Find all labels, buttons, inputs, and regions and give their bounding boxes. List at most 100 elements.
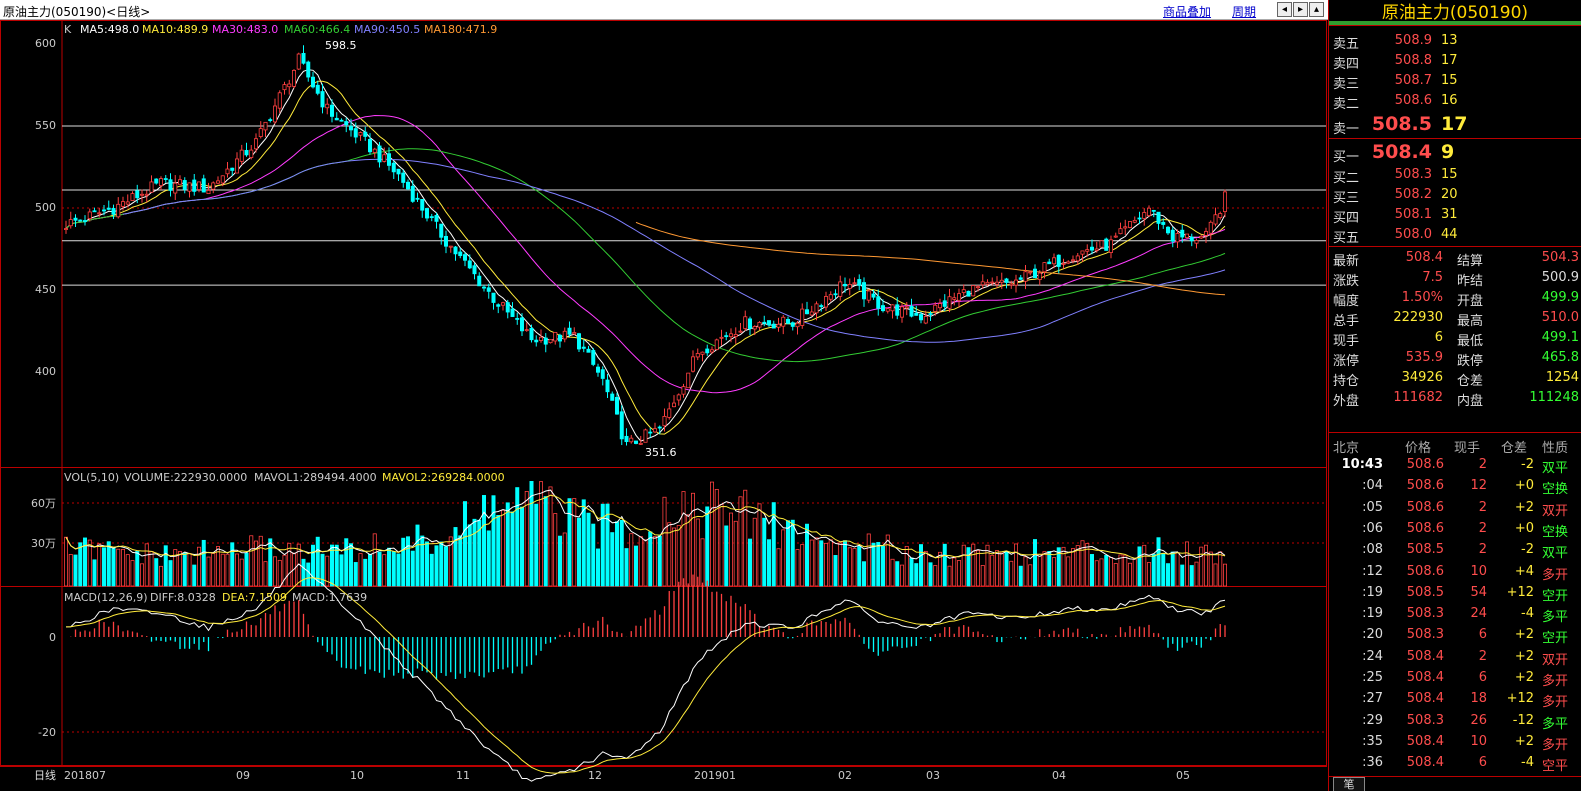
trade-diff: +2 <box>1514 648 1534 664</box>
volume-bar <box>306 562 311 587</box>
overlay-link[interactable]: 商品叠加 <box>1163 5 1212 19</box>
candle <box>158 176 163 190</box>
y-axis-ticks: 600 550 500 450 400 60万 30万 0 -20 <box>31 37 56 739</box>
nav-left-icon[interactable]: ◂ <box>1277 2 1292 17</box>
volume-bar <box>377 551 382 587</box>
volume-bar <box>239 558 244 587</box>
candle <box>201 174 206 193</box>
x-label-201901: 201901 <box>694 769 736 782</box>
candle <box>467 254 472 270</box>
candle <box>500 301 505 311</box>
bids-row: 买三 508.2 20 <box>1329 185 1581 206</box>
volume-bar <box>809 539 814 587</box>
candle <box>363 126 368 141</box>
volume-bar <box>724 525 729 587</box>
bids-row: 买四 508.1 31 <box>1329 205 1581 226</box>
kline-chart[interactable]: 600 550 500 450 400 60万 30万 0 -20 K MA5:… <box>0 20 1328 791</box>
volume-bar <box>410 550 415 587</box>
candle <box>752 325 757 336</box>
stat-key: 幅度 <box>1333 294 1360 309</box>
candle <box>667 402 672 420</box>
volume-bar <box>1080 540 1085 587</box>
volume-bar <box>434 545 439 587</box>
volume-bar <box>1075 545 1080 587</box>
asks-row: 卖一 508.5 17 <box>1329 113 1581 137</box>
volume-bar <box>862 561 867 587</box>
volume-bar <box>168 560 173 587</box>
volume-bar <box>914 563 919 587</box>
ask-book: 卖五 508.9 13 卖四 508.8 17 卖三 508.7 15 卖二 508.6 16 卖一 50… <box>1329 26 1581 139</box>
candle <box>824 291 829 311</box>
stat-key: 持仓 <box>1333 374 1360 389</box>
volume-bar <box>1142 544 1147 587</box>
volume-bar <box>1037 554 1042 587</box>
ma30-label: MA30:483.0 <box>212 23 278 36</box>
volume-bar <box>1199 546 1204 587</box>
volume-bar <box>116 548 121 587</box>
volume-bar <box>615 521 620 587</box>
candle <box>434 212 439 229</box>
candle <box>1113 232 1118 238</box>
volume-bar <box>1161 553 1166 587</box>
candle <box>486 283 491 299</box>
volume-bar <box>1047 551 1052 587</box>
trade-nature: 多平 <box>1542 610 1569 626</box>
trades-tab[interactable]: 笔 <box>1333 777 1365 791</box>
bid-book: 买一 508.4 9 买二 508.3 15 买三 508.2 20 买四 508.1 31 买五 508… <box>1329 139 1581 247</box>
volume-bar <box>1061 546 1066 587</box>
candle <box>510 302 515 317</box>
period-link[interactable]: 周期 <box>1232 5 1257 19</box>
candlesticks <box>64 45 1228 446</box>
volume-bar <box>743 489 748 587</box>
volume-bar <box>486 530 491 587</box>
trade-qty: 6 <box>1478 670 1487 685</box>
candle <box>239 144 244 165</box>
trade-time: :35 <box>1362 733 1383 749</box>
candle <box>1085 244 1090 257</box>
volume-bar <box>786 520 791 587</box>
dea-line <box>65 577 1226 774</box>
candle <box>1109 235 1114 259</box>
candle <box>154 178 159 185</box>
volume-bar <box>496 515 501 587</box>
candle <box>605 374 610 399</box>
volume-bar <box>192 564 197 587</box>
candle <box>168 173 173 197</box>
volume-bar <box>767 539 772 587</box>
trade-qty: 2 <box>1478 457 1487 472</box>
book-volume: 20 <box>1441 187 1458 202</box>
volume-bar <box>121 548 126 587</box>
trade-diff: +2 <box>1514 733 1534 749</box>
volume-bar <box>1118 554 1123 587</box>
candle <box>738 323 743 333</box>
trade-qty: 6 <box>1478 627 1487 643</box>
volume-bar <box>1204 544 1209 587</box>
stat-key: 最高 <box>1457 314 1484 329</box>
volume-bar <box>130 560 135 587</box>
nav-right-icon[interactable]: ▸ <box>1293 2 1308 17</box>
volume-bar <box>919 544 924 587</box>
volume-bar <box>1004 551 1009 587</box>
candle <box>353 122 358 144</box>
reference-lines <box>62 125 1326 286</box>
volume-bar <box>938 551 943 587</box>
window-title: 原油主力(050190)<日线> <box>3 5 151 19</box>
volume-bar <box>871 542 876 587</box>
nav-expand-icon[interactable]: ▴ <box>1309 2 1324 17</box>
candle <box>1004 277 1009 289</box>
macd-lines <box>65 563 1226 782</box>
candle <box>472 262 477 280</box>
candle <box>211 181 216 194</box>
trade-diff: +0 <box>1514 520 1534 536</box>
candle <box>1118 222 1123 235</box>
volume-bar <box>900 564 905 587</box>
volume-bar <box>1056 547 1061 587</box>
book-price: 508.8 <box>1394 53 1432 68</box>
candle <box>828 291 833 302</box>
tick-trades: 北京 价格 现手 仓差 性质 10:43 508.6 2 -2 双平:04 508.6 12… <box>1329 433 1581 789</box>
trade-diff: -4 <box>1521 755 1534 771</box>
k-label: K <box>64 23 72 36</box>
candle <box>1080 250 1085 262</box>
candle <box>876 289 881 316</box>
stat-right: 最低 499.1 <box>1457 330 1579 349</box>
